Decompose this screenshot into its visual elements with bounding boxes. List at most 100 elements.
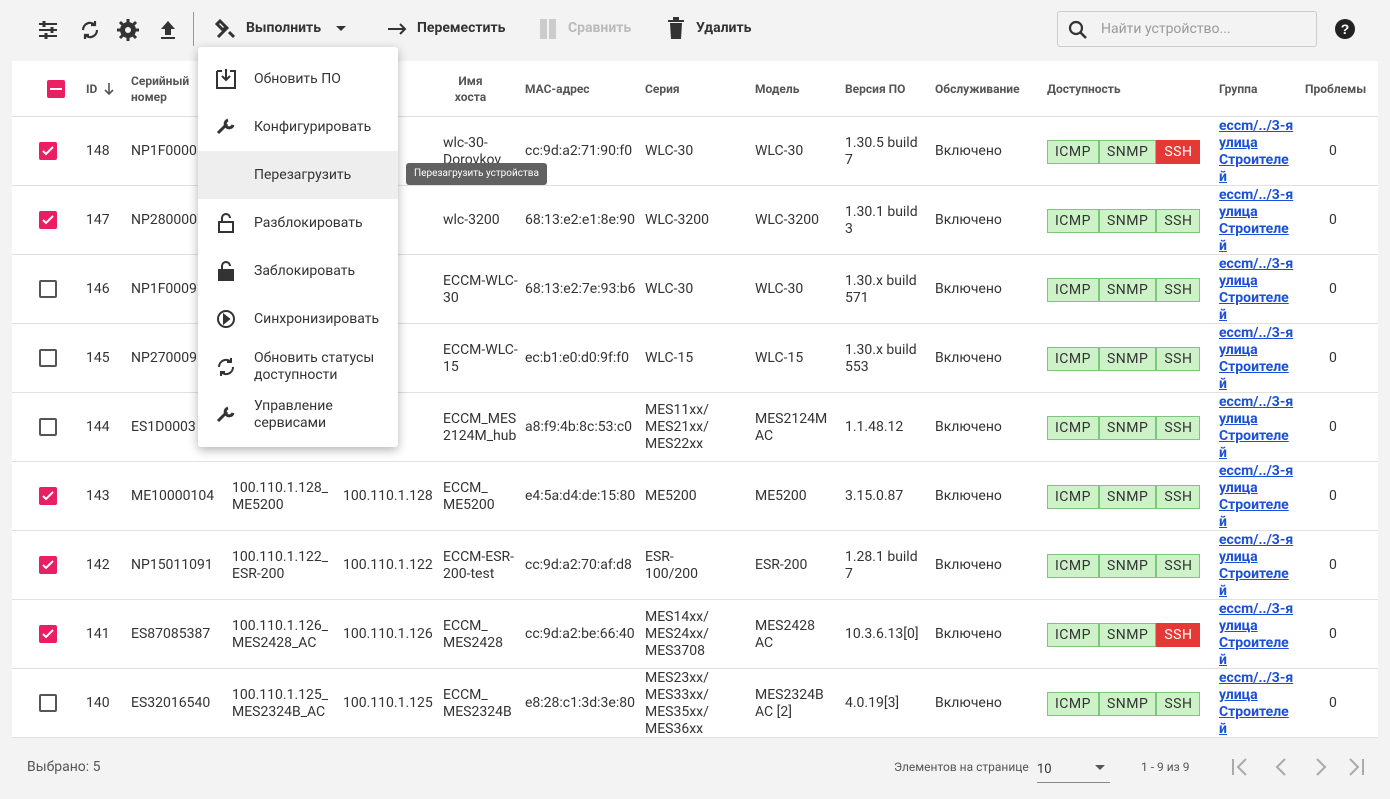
compare-button: Сравнить — [568, 20, 632, 36]
availability-badge: ICMP — [1047, 416, 1099, 440]
availability-badge: SNMP — [1098, 623, 1157, 647]
cell-group[interactable]: eccm/../3-я улица Строителей — [1219, 531, 1294, 599]
cell-group[interactable]: eccm/../3-я улица Строителей — [1219, 393, 1294, 461]
row-checkbox[interactable] — [39, 625, 57, 643]
menu-item[interactable]: Заблокировать — [254, 262, 356, 279]
cell-series: WLC-15 — [645, 350, 694, 366]
cell-service: Включено — [935, 281, 1002, 297]
row-checkbox[interactable] — [39, 694, 57, 712]
delete-button[interactable]: Удалить — [696, 20, 752, 36]
search-icon — [1068, 20, 1087, 39]
header-model: Модель — [755, 82, 800, 96]
table-row: 140 ES32016540 100.110.1.125_ MES2324B_AC 1… — [12, 669, 1378, 738]
cell-service: Включено — [935, 488, 1002, 504]
cell-group[interactable]: eccm/../3-я улица Строителей — [1219, 324, 1294, 392]
cell-problems: 0 — [1329, 419, 1337, 435]
row-checkbox[interactable] — [39, 556, 57, 574]
menu-item[interactable]: Обновить статусы доступности — [254, 350, 375, 383]
toolbar-icons[interactable] — [36, 18, 186, 42]
cell-series: ME5200 — [645, 488, 697, 504]
cell-model: WLC-30 — [755, 281, 804, 297]
row-checkbox[interactable] — [39, 280, 57, 298]
availability-badge: SNMP — [1098, 416, 1157, 440]
run-button[interactable]: Выполнить — [246, 20, 322, 36]
header-id[interactable]: ID — [86, 82, 98, 96]
sort-icon — [104, 83, 114, 96]
row-checkbox[interactable] — [39, 349, 57, 367]
availability-badge: SNMP — [1098, 347, 1157, 371]
pager-buttons[interactable] — [1230, 756, 1370, 778]
availability-badge: ICMP — [1047, 692, 1099, 716]
cell-id: 145 — [86, 350, 110, 366]
cell-id: 148 — [86, 143, 110, 159]
compare-icon — [540, 19, 556, 39]
cell-host: ECCM_ MES2428 — [443, 617, 503, 651]
cell-series: WLC-30 — [645, 143, 694, 159]
cell-fw: 1.1.48.12 — [845, 419, 904, 435]
header-avail: Доступность — [1047, 82, 1121, 96]
availability-badge: SSH — [1156, 416, 1201, 440]
search-box[interactable]: Найти устройство... — [1057, 11, 1317, 47]
menu-item[interactable]: Обновить ПО — [254, 70, 341, 87]
header-mac: MAC-адрес — [525, 82, 590, 96]
availability-badge: SNMP — [1098, 692, 1157, 716]
menu-item[interactable]: Перезагрузить — [198, 151, 398, 199]
select-all-checkbox[interactable] — [47, 80, 65, 98]
move-icon — [388, 23, 407, 35]
availability-badge: ICMP — [1047, 485, 1099, 509]
availability: ICMP SNMP SSH — [1047, 278, 1201, 302]
menu-item[interactable]: Конфигурировать — [254, 118, 372, 135]
per-page-select[interactable]: 10 — [1037, 758, 1110, 783]
table-row: 143 ME10000104 100.110.1.128_ ME5200 100.11… — [12, 462, 1378, 531]
cell-id: 144 — [86, 419, 110, 435]
cell-service: Включено — [935, 695, 1002, 711]
cell-service: Включено — [935, 419, 1002, 435]
header-service: Обслуживание — [935, 82, 1020, 96]
cell-problems: 0 — [1329, 143, 1337, 159]
cell-fw: 3.15.0.87 — [845, 488, 904, 504]
row-checkbox[interactable] — [39, 487, 57, 505]
cell-mac: 68:13:e2:7e:93:b6 — [525, 281, 636, 297]
cell-model: WLC-3200 — [755, 212, 819, 228]
availability: ICMP SNMP SSH — [1047, 554, 1201, 578]
cell-fw: 1.30.5 build 7 — [845, 134, 918, 168]
cell-group[interactable]: eccm/../3-я улица Строителей — [1219, 669, 1294, 737]
cell-name: 100.110.1.125_ MES2324B_AC — [232, 686, 329, 720]
cell-group[interactable]: eccm/../3-я улица Строителей — [1219, 117, 1294, 185]
table-row: 142 NP15011091 100.110.1.122_ ESR-200 100.1… — [12, 531, 1378, 600]
cell-mac: cc:9d:a2:70:af:d8 — [525, 557, 632, 573]
menu-item[interactable]: Разблокировать — [254, 214, 363, 231]
cell-model: WLC-30 — [755, 143, 804, 159]
cell-name: 100.110.1.122_ ESR-200 — [232, 548, 329, 582]
availability: ICMP SNMP SSH — [1047, 485, 1201, 509]
row-checkbox[interactable] — [39, 142, 57, 160]
header-problems: Проблемы — [1305, 82, 1367, 96]
cell-group[interactable]: eccm/../3-я улица Строителей — [1219, 255, 1294, 323]
menu-item[interactable]: Управление сервисами — [254, 398, 333, 431]
svg-text:?: ? — [1341, 21, 1350, 37]
availability: ICMP SNMP SSH — [1047, 623, 1201, 647]
help-icon[interactable]: ? — [1334, 18, 1356, 40]
cell-problems: 0 — [1329, 488, 1337, 504]
cell-host: ECCM-ESR-200-test — [443, 548, 515, 582]
row-checkbox[interactable] — [39, 418, 57, 436]
cell-model: ME5200 — [755, 488, 807, 504]
cell-ip: 100.110.1.125 — [343, 695, 433, 711]
availability-badge: ICMP — [1047, 140, 1099, 164]
cell-service: Включено — [935, 626, 1002, 642]
row-checkbox[interactable] — [39, 211, 57, 229]
cell-serial: NP280000 — [131, 212, 198, 228]
menu-item[interactable]: Синхронизировать — [254, 310, 380, 327]
cell-ip: 100.110.1.122 — [343, 557, 433, 573]
cell-group[interactable]: eccm/../3-я улица Строителей — [1219, 186, 1294, 254]
cell-serial: ES32016540 — [131, 695, 211, 711]
availability-badge: ICMP — [1047, 554, 1099, 578]
availability-badge: SSH — [1156, 692, 1201, 716]
cell-group[interactable]: eccm/../3-я улица Строителей — [1219, 600, 1294, 668]
cell-id: 141 — [86, 626, 110, 642]
move-button[interactable]: Переместить — [417, 20, 506, 36]
cell-serial: NP270009 — [131, 350, 198, 366]
cell-serial: ME10000104 — [131, 488, 215, 504]
cell-group[interactable]: eccm/../3-я улица Строителей — [1219, 462, 1294, 530]
cell-series: WLC-30 — [645, 281, 694, 297]
